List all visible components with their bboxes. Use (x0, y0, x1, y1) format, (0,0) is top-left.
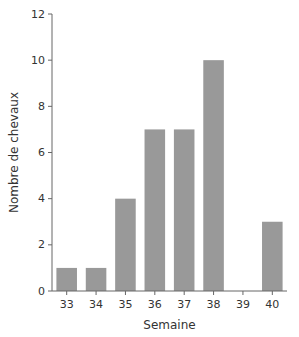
y-tick (48, 244, 52, 245)
y-tick-label: 4 (38, 192, 45, 205)
chart: 0 2 4 6 8 10 12 33 34 35 36 37 38 39 40 Semaine Nombre d… (0, 0, 299, 337)
y-tick (48, 14, 52, 15)
y-tick-label: 6 (38, 146, 45, 159)
page: {"chart_data": {"type": "bar", "xlabel":… (0, 0, 299, 337)
x-tick (213, 291, 214, 295)
x-tick (66, 291, 67, 295)
y-tick-label: 2 (38, 238, 45, 251)
bar (174, 129, 195, 291)
bar (86, 268, 107, 291)
x-tick (272, 291, 273, 295)
bar (56, 268, 77, 291)
y-tick-label: 8 (38, 100, 45, 113)
x-tick-label: 37 (177, 298, 191, 311)
y-tick (48, 291, 52, 292)
axes: 0 2 4 6 8 10 12 33 34 35 36 37 38 39 40 (31, 8, 287, 312)
chart-container: 0 2 4 6 8 10 12 33 34 35 36 37 38 39 40 Semaine Nombre d… (0, 0, 299, 337)
y-tick (48, 60, 52, 61)
x-tick (184, 291, 185, 295)
x-tick-label: 35 (118, 298, 132, 311)
bar (262, 222, 283, 291)
x-tick-label: 40 (265, 298, 279, 311)
x-tick (96, 291, 97, 295)
y-axis-label: Nombre de chevaux (7, 92, 21, 213)
x-axis-label: Semaine (143, 318, 195, 332)
y-tick-label: 10 (31, 54, 45, 67)
x-tick-label: 36 (148, 298, 162, 311)
x-tick-label: 38 (207, 298, 221, 311)
x-tick-label: 39 (236, 298, 250, 311)
y-tick-label: 12 (31, 8, 45, 21)
x-tick (125, 291, 126, 295)
y-tick (48, 198, 52, 199)
x-tick-label: 33 (60, 298, 74, 311)
bars (56, 60, 282, 291)
bar (145, 129, 166, 291)
y-tick-label: 0 (38, 285, 45, 298)
bar (203, 60, 224, 291)
x-tick (242, 291, 243, 295)
y-tick (48, 152, 52, 153)
x-tick (154, 291, 155, 295)
y-tick (48, 106, 52, 107)
x-tick-label: 34 (89, 298, 103, 311)
bar (115, 199, 136, 291)
x-axis-line (52, 291, 287, 292)
